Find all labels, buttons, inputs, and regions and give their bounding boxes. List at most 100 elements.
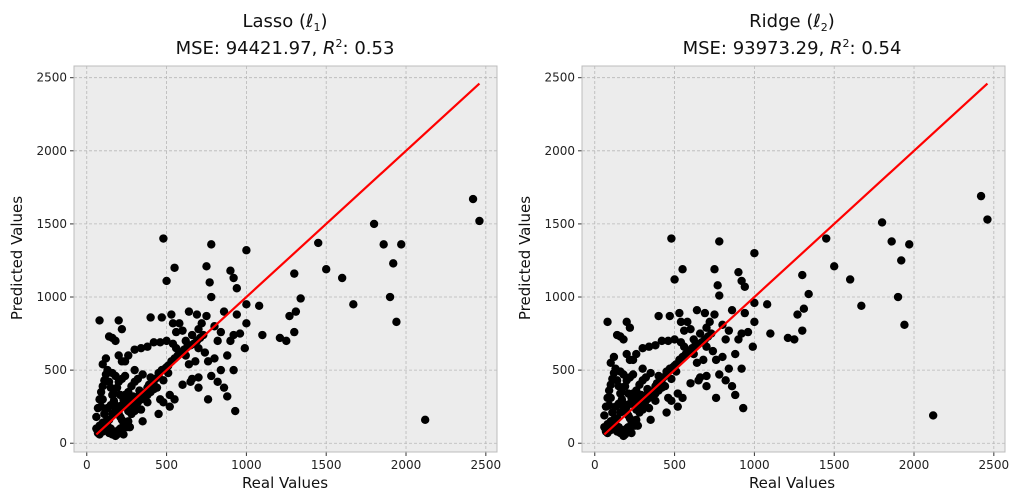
lasso-data-point xyxy=(385,292,395,302)
lasso-data-point xyxy=(226,266,235,275)
lasso-data-point xyxy=(194,324,203,334)
ridge-data-point xyxy=(710,265,719,274)
ridge-data-point xyxy=(651,341,660,350)
ridge-data-point xyxy=(676,317,686,327)
ridge-data-point xyxy=(739,403,748,413)
ridge-data-point xyxy=(822,234,831,243)
lasso-data-point xyxy=(157,313,166,322)
lasso-data-point xyxy=(92,412,101,422)
lasso-y-tick-label: 1000 xyxy=(36,290,67,304)
ridge-data-point xyxy=(830,262,839,271)
lasso-data-point xyxy=(130,345,139,354)
lasso-data-point xyxy=(475,216,484,226)
ridge-data-point xyxy=(798,270,807,280)
lasso-x-tick-label: 1000 xyxy=(231,458,262,472)
lasso-data-point xyxy=(219,383,229,392)
lasso-data-point xyxy=(162,276,171,286)
ridge-data-point xyxy=(676,338,686,347)
lasso-ideal-fit-line xyxy=(95,82,481,436)
lasso-data-point xyxy=(369,219,379,229)
lasso-data-point xyxy=(149,338,159,347)
ridge-x-tick-label: 1000 xyxy=(739,458,770,472)
lasso-data-point xyxy=(171,327,181,337)
lasso-data-point xyxy=(170,395,179,404)
ridge-data-point xyxy=(667,396,676,406)
lasso-data-point xyxy=(203,395,213,404)
ridge-data-point xyxy=(695,329,705,338)
ridge-y-axis-label: Predicted Values xyxy=(516,196,534,320)
ridge-data-point xyxy=(638,405,647,414)
ridge-data-point xyxy=(711,393,721,403)
ridge-data-point xyxy=(740,282,750,291)
lasso-title: Lasso (ℓ1) xyxy=(242,11,327,34)
ridge-data-point xyxy=(660,382,670,391)
lasso-data-point xyxy=(175,319,184,328)
lasso-data-point xyxy=(119,395,128,404)
ridge-data-point xyxy=(857,301,866,310)
ridge-data-point xyxy=(766,329,775,338)
ridge-data-point xyxy=(646,415,655,425)
ridge-data-point xyxy=(665,311,674,321)
lasso-data-point xyxy=(133,374,143,384)
lasso-data-point xyxy=(152,383,162,392)
ridge-data-point xyxy=(692,358,702,368)
lasso-data-point xyxy=(130,406,139,416)
lasso-data-point xyxy=(184,307,194,316)
lasso-data-point xyxy=(213,377,222,387)
ridge-data-point xyxy=(612,330,622,340)
ridge-title: Ridge (ℓ2) xyxy=(749,11,835,34)
lasso-data-point xyxy=(468,194,478,204)
lasso-y-tick-label: 2000 xyxy=(36,144,67,158)
ridge-data-point xyxy=(877,218,887,227)
ridge-data-point xyxy=(654,311,663,321)
ridge-data-point xyxy=(718,352,727,362)
lasso-data-point xyxy=(138,417,147,426)
ridge-data-point xyxy=(711,355,721,365)
lasso-data-point xyxy=(136,343,146,353)
lasso-data-point xyxy=(242,246,251,255)
ridge-data-point xyxy=(887,237,896,246)
ridge-data-point xyxy=(893,292,903,302)
ridge-y-tick-label: 2500 xyxy=(544,71,575,85)
ridge-data-point xyxy=(600,411,609,420)
ridge-data-point xyxy=(679,326,689,335)
lasso-data-point xyxy=(200,348,210,357)
ridge-data-point xyxy=(734,267,743,277)
lasso-data-point xyxy=(229,365,238,375)
lasso-data-point xyxy=(202,262,211,271)
ridge-data-point xyxy=(905,240,914,249)
lasso-data-point xyxy=(167,310,176,319)
lasso-y-tick-label: 1500 xyxy=(36,217,67,231)
ridge-data-point xyxy=(638,343,647,353)
lasso-data-point xyxy=(106,401,115,410)
ridge-data-point xyxy=(662,408,671,417)
ridge-data-point xyxy=(604,401,614,410)
lasso-data-point xyxy=(98,395,107,404)
lasso-data-point xyxy=(194,383,203,392)
lasso-data-point xyxy=(337,273,347,283)
ridge-data-point xyxy=(675,308,684,318)
ridge-data-point xyxy=(644,403,654,413)
ridge-data-point xyxy=(606,393,615,403)
ridge-data-point xyxy=(657,336,667,346)
lasso-data-point xyxy=(242,319,251,328)
ridge-data-point xyxy=(670,335,679,344)
lasso-data-point xyxy=(285,311,294,321)
ridge-x-tick-label: 2000 xyxy=(899,458,930,472)
ridge-data-point xyxy=(799,304,809,313)
lasso-data-point xyxy=(178,380,187,389)
ridge-data-point xyxy=(724,326,734,335)
lasso-data-point xyxy=(242,300,251,309)
ridge-data-point xyxy=(715,291,724,300)
ridge-data-point xyxy=(790,335,799,344)
lasso-data-point xyxy=(205,278,214,287)
lasso-data-point xyxy=(114,316,123,325)
ridge-data-point xyxy=(627,428,636,438)
lasso-x-axis-label: Real Values xyxy=(242,474,328,492)
lasso-data-point xyxy=(207,371,216,381)
ridge-x-tick-label: 0 xyxy=(591,458,599,472)
lasso-axes-frame xyxy=(73,65,498,453)
ridge-data-point xyxy=(625,323,635,332)
ridge-data-point xyxy=(644,342,654,351)
